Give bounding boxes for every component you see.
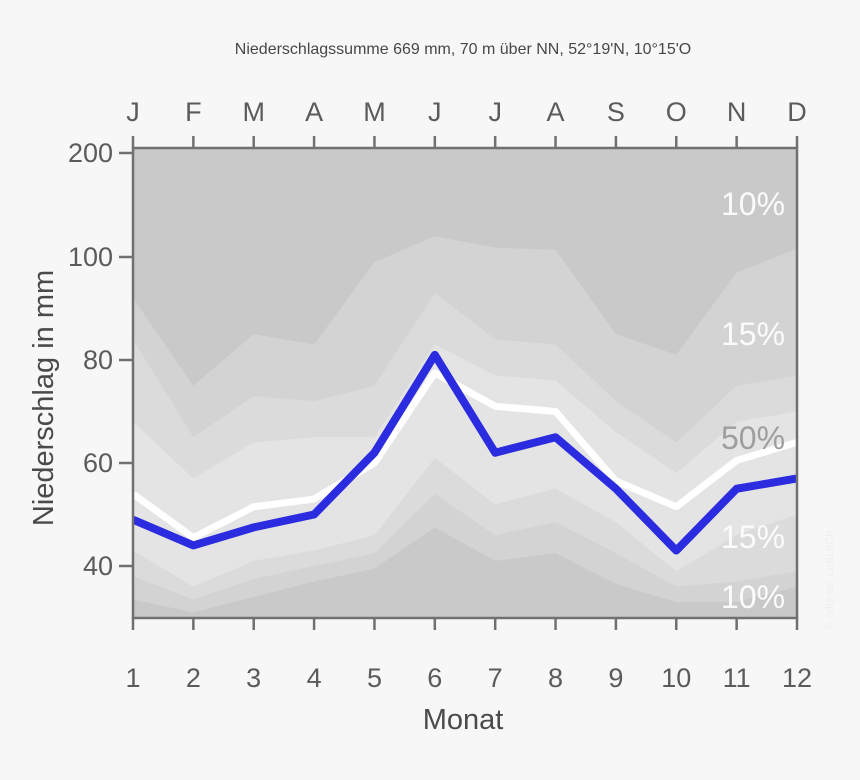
bottom-tick-label: 11 bbox=[723, 663, 751, 693]
chart-plot-area bbox=[119, 136, 799, 630]
band-label-bottom-10pct: 10% bbox=[721, 579, 785, 615]
median-line-white bbox=[133, 369, 797, 542]
bottom-tick-label: 6 bbox=[427, 663, 442, 693]
band-label-top-10pct: 10% bbox=[721, 186, 785, 222]
top-tick-label: M bbox=[242, 97, 265, 127]
bottom-tick-label: 5 bbox=[367, 663, 382, 693]
top-tick-label: A bbox=[305, 97, 323, 127]
bottom-tick-label: 12 bbox=[782, 663, 812, 693]
bottom-tick-label: 10 bbox=[661, 663, 691, 693]
bottom-tick-label: 4 bbox=[307, 663, 322, 693]
top-month-axis: J F M A M J J A S O N D bbox=[126, 97, 807, 127]
x-axis-title: Monat bbox=[423, 704, 504, 736]
y-tick-label-100: 100 bbox=[68, 242, 113, 272]
top-tick-label: J bbox=[428, 97, 442, 127]
y-tick-label-80: 80 bbox=[83, 345, 113, 375]
top-tick-label: O bbox=[666, 97, 687, 127]
y-tick-label-60: 60 bbox=[83, 448, 113, 478]
y-tick-label-200: 200 bbox=[68, 138, 113, 168]
band-label-50pct: 50% bbox=[721, 420, 785, 456]
band-label-upper-15pct: 15% bbox=[721, 316, 785, 352]
top-tick-label: M bbox=[363, 97, 386, 127]
precipitation-line-blue bbox=[133, 350, 797, 555]
bottom-tick-label: 7 bbox=[488, 663, 503, 693]
top-tick-label: N bbox=[727, 97, 747, 127]
plot-frame bbox=[131, 146, 799, 620]
top-tick-label: J bbox=[488, 97, 502, 127]
top-tick-label: A bbox=[546, 97, 564, 127]
percentile-bands bbox=[133, 148, 797, 618]
y-axis: 200 100 80 60 40 Niederschlag in mm bbox=[28, 138, 113, 581]
top-tick-label: F bbox=[185, 97, 202, 127]
top-tick-label: D bbox=[787, 97, 807, 127]
bottom-tick-label: 8 bbox=[548, 663, 563, 693]
y-tick-label-40: 40 bbox=[83, 551, 113, 581]
top-tick-label: J bbox=[126, 97, 140, 127]
chart-title: Niederschlagssumme 669 mm, 70 m über NN,… bbox=[235, 41, 691, 58]
band-label-lower-15pct: 15% bbox=[721, 519, 785, 555]
bottom-tick-label: 9 bbox=[608, 663, 623, 693]
bottom-tick-label: 1 bbox=[125, 663, 140, 693]
bottom-month-axis: 1 2 3 4 5 6 7 8 9 10 11 12 Monat bbox=[125, 663, 812, 736]
bottom-tick-label: 2 bbox=[186, 663, 201, 693]
bottom-tick-label: 3 bbox=[246, 663, 261, 693]
watermark: © odty-se, LoKLeCh bbox=[824, 530, 836, 629]
axes-frame bbox=[119, 136, 799, 630]
top-tick-label: S bbox=[607, 97, 625, 127]
y-axis-title: Niederschlag in mm bbox=[28, 270, 60, 526]
band-50pct bbox=[133, 344, 797, 587]
